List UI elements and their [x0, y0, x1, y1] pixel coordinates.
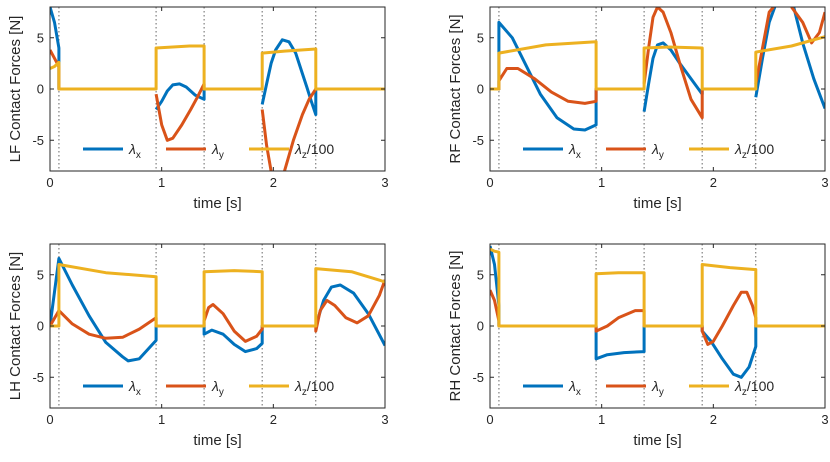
chart-lf-xtick-label-3: 3: [381, 175, 388, 190]
chart-rh: 0 1 2 3 -5 0 5 time [s] RH Contact Forces [N] λx λ…: [447, 243, 829, 449]
chart-rh-ytick-label-5: 5: [477, 267, 484, 282]
chart-rf-series-lambda-z-0: [490, 35, 825, 91]
chart-lh-ytick-label-5: 5: [37, 267, 44, 282]
chart-rh-xtick-label-0: 0: [486, 412, 493, 427]
chart-rh-series-lambda-x-0: [490, 245, 825, 379]
chart-rh-legend-label-lambda-x: λx: [568, 378, 581, 398]
chart-lf-legend-label-lambda-x: λx: [128, 141, 141, 161]
chart-rh-xtick-label-2: 2: [710, 412, 717, 427]
chart-rf-xtick-label-3: 3: [821, 175, 828, 190]
chart-lh-series-lambda-y-0: [50, 279, 385, 343]
chart-lf-ytick-label-0: 0: [37, 82, 44, 97]
chart-lf-series-lambda-y-2: [260, 109, 273, 171]
chart-rf-series-lambda-x-0: [490, 20, 645, 132]
chart-lf-xlabel: time [s]: [193, 195, 241, 212]
chart-lf-series-lambda-x-2: [260, 38, 385, 117]
chart-rf-xlabel: time [s]: [633, 195, 681, 212]
chart-rh-xtick-label-1: 1: [598, 412, 605, 427]
chart-rh-ytick-label-0: 0: [477, 319, 484, 334]
chart-lf-series-lambda-y-1: [154, 82, 263, 142]
chart-rf-legend-label-lambda-y: λy: [651, 141, 664, 161]
chart-lh-xlabel: time [s]: [193, 432, 241, 449]
chart-lf-xtick-label-2: 2: [270, 175, 277, 190]
chart-lh-ylabel: LH Contact Forces [N]: [7, 252, 24, 400]
chart-rf-legend-label-lambda-x: λx: [568, 141, 581, 161]
chart-lf-legend-label-lambda-y: λy: [211, 141, 224, 161]
chart-lf-ylabel: LF Contact Forces [N]: [7, 16, 24, 163]
chart-rf-ytick-label-0: 0: [477, 82, 484, 97]
chart-rh-xtick-label-3: 3: [821, 412, 828, 427]
chart-rf-xtick-label-2: 2: [710, 175, 717, 190]
chart-lh-series-lambda-x-0: [50, 256, 385, 363]
chart-lf-series-lambda-x-0: [50, 7, 157, 91]
chart-lh-ytick-label--5: -5: [32, 370, 44, 385]
chart-rf: 0 1 2 3 -5 0 5 time [s] RF Contact Forces [N] λx λ…: [447, 6, 829, 212]
chart-rf-series-lambda-x-2: [754, 7, 777, 98]
chart-lh-xtick-label-1: 1: [158, 412, 165, 427]
chart-rf-ytick-label-5: 5: [477, 30, 484, 45]
chart-rf-xtick-label-1: 1: [598, 175, 605, 190]
chart-lf-legend-label-lambda-z: λz/100: [294, 141, 334, 161]
chart-lf-series-lambda-x-1: [154, 82, 263, 111]
chart-rh-ylabel: RH Contact Forces [N]: [447, 251, 464, 402]
chart-lf-series-lambda-y-0: [50, 49, 157, 91]
chart-lh-xtick-label-3: 3: [381, 412, 388, 427]
chart-lf-xtick-label-1: 1: [158, 175, 165, 190]
chart-lh-legend-label-lambda-y: λy: [211, 378, 224, 398]
chart-lh-xtick-label-0: 0: [46, 412, 53, 427]
chart-rh-xlabel: time [s]: [633, 432, 681, 449]
chart-lh-legend-label-lambda-z: λz/100: [294, 378, 334, 398]
chart-rh-ytick-label--5: -5: [472, 370, 484, 385]
chart-lf-ytick-label--5: -5: [32, 133, 44, 148]
chart-rf-series-lambda-y-1: [642, 7, 756, 120]
chart-rh-legend-label-lambda-z: λz/100: [734, 378, 774, 398]
chart-rf-series-lambda-y-2: [754, 7, 775, 85]
chart-rf-series-lambda-x-3: [792, 7, 825, 110]
chart-lf-series-lambda-y-3: [283, 87, 385, 171]
chart-rf-series-lambda-y-0: [490, 67, 645, 105]
chart-lh-xtick-label-2: 2: [270, 412, 277, 427]
chart-rf-series-lambda-x-1: [642, 41, 756, 112]
chart-rf-series-lambda-y-3: [790, 7, 825, 45]
chart-lh-series-lambda-z-0: [50, 263, 385, 328]
chart-rf-xtick-label-0: 0: [486, 175, 493, 190]
chart-rh-series-lambda-y-0: [490, 289, 825, 346]
chart-lf-ytick-label-5: 5: [37, 30, 44, 45]
chart-rf-ytick-label--5: -5: [472, 133, 484, 148]
chart-lh-ytick-label-0: 0: [37, 319, 44, 334]
chart-lf-series-lambda-z-0: [50, 44, 385, 91]
chart-rh-series-lambda-z-0: [490, 247, 825, 328]
chart-lf: 0 1 2 3 -5 0 5 time [s] LF Contact Forces [N] λx λ…: [7, 6, 389, 212]
chart-lh: 0 1 2 3 -5 0 5 time [s] LH Contact Forces [N] λx λ…: [7, 243, 389, 449]
chart-rh-legend-label-lambda-y: λy: [651, 378, 664, 398]
chart-lf-xtick-label-0: 0: [46, 175, 53, 190]
chart-rf-legend-label-lambda-z: λz/100: [734, 141, 774, 161]
chart-lh-legend-label-lambda-x: λx: [128, 378, 141, 398]
chart-rf-ylabel: RF Contact Forces [N]: [447, 14, 464, 163]
